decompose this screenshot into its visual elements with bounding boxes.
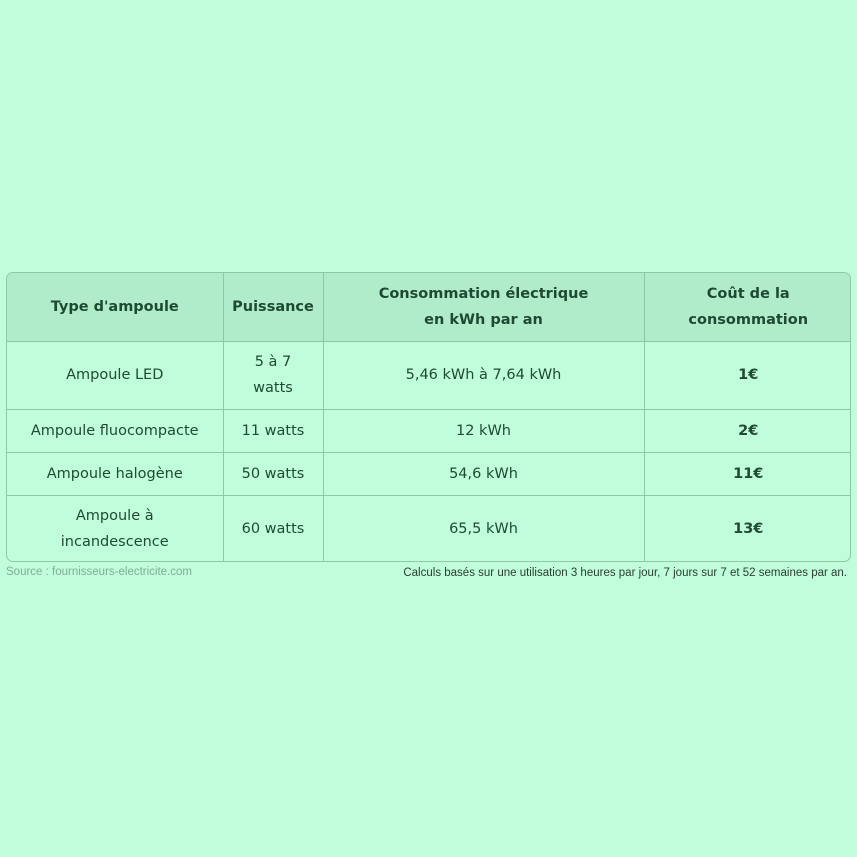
- cell-cost: 11€: [643, 451, 850, 496]
- header-cost-label: Coût de la consommation: [688, 285, 809, 328]
- table-row: Ampoule à incandescence 60 watts 65,5 kW…: [7, 494, 850, 561]
- consumption-table: Type d'ampoule Puissance Consommation él…: [7, 273, 850, 561]
- cell-consumption: 5,46 kWh à 7,64 kWh: [322, 340, 645, 410]
- cell-power: 50 watts: [222, 451, 324, 496]
- cell-type-label: Ampoule à incandescence: [60, 508, 169, 551]
- header-cost: Coût de la consommation: [643, 273, 850, 342]
- cell-cost: 13€: [643, 494, 850, 561]
- header-consumption: Consommation électrique en kWh par an: [322, 273, 645, 342]
- cell-type: Ampoule LED: [7, 340, 224, 410]
- cell-type: Ampoule halogène: [7, 451, 224, 496]
- cell-type: Ampoule fluocompacte: [7, 408, 224, 453]
- header-power: Puissance: [222, 273, 324, 342]
- cell-consumption: 54,6 kWh: [322, 451, 645, 496]
- consumption-table-container: Type d'ampoule Puissance Consommation él…: [6, 272, 851, 562]
- cell-cost: 2€: [643, 408, 850, 453]
- cell-consumption: 65,5 kWh: [322, 494, 645, 561]
- calculation-note: Calculs basés sur une utilisation 3 heur…: [403, 567, 847, 579]
- cell-type: Ampoule à incandescence: [7, 494, 224, 561]
- table-row: Ampoule halogène 50 watts 54,6 kWh 11€: [7, 451, 850, 496]
- cell-power: 60 watts: [222, 494, 324, 561]
- table-header-row: Type d'ampoule Puissance Consommation él…: [7, 273, 850, 342]
- cell-power: 5 à 7 watts: [222, 340, 324, 410]
- cell-cost: 1€: [643, 340, 850, 410]
- table-row: Ampoule fluocompacte 11 watts 12 kWh 2€: [7, 408, 850, 453]
- cell-power: 11 watts: [222, 408, 324, 453]
- header-consumption-label: Consommation électrique en kWh par an: [378, 285, 589, 328]
- cell-power-label: 5 à 7 watts: [253, 354, 293, 396]
- source-credit: Source : fournisseurs-electricite.com: [6, 566, 192, 578]
- table-row: Ampoule LED 5 à 7 watts 5,46 kWh à 7,64 …: [7, 340, 850, 410]
- cell-consumption: 12 kWh: [322, 408, 645, 453]
- header-type: Type d'ampoule: [7, 273, 224, 342]
